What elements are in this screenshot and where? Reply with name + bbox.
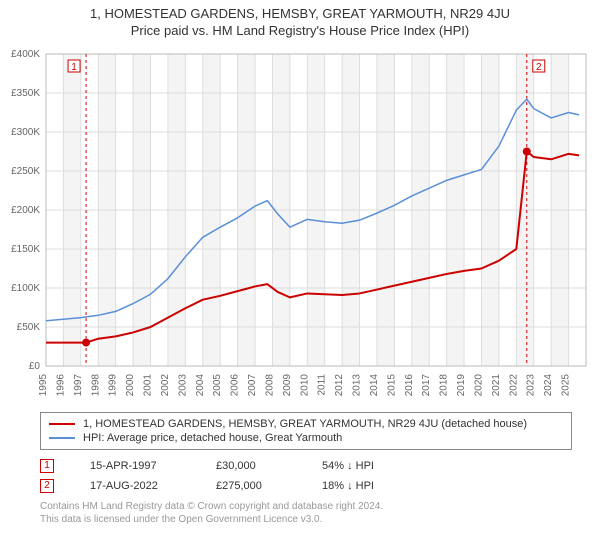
svg-text:2007: 2007 (247, 374, 258, 397)
svg-text:2009: 2009 (282, 374, 293, 397)
svg-text:2005: 2005 (212, 374, 223, 397)
legend-label: 1, HOMESTEAD GARDENS, HEMSBY, GREAT YARM… (83, 418, 527, 430)
svg-text:£0: £0 (29, 361, 41, 372)
svg-text:£150K: £150K (11, 244, 40, 255)
attribution-line2: This data is licensed under the Open Gov… (40, 513, 572, 526)
svg-text:1: 1 (71, 62, 77, 73)
svg-text:2017: 2017 (421, 374, 432, 397)
svg-text:2014: 2014 (369, 374, 380, 397)
chart-title-line1: 1, HOMESTEAD GARDENS, HEMSBY, GREAT YARM… (0, 0, 600, 21)
event-delta: 18% ↓ HPI (322, 480, 412, 492)
svg-text:1997: 1997 (73, 374, 84, 397)
svg-text:2015: 2015 (386, 374, 397, 397)
event-row: 2 17-AUG-2022 £275,000 18% ↓ HPI (40, 476, 572, 496)
chart-title-line2: Price paid vs. HM Land Registry's House … (0, 21, 600, 44)
attribution-text: Contains HM Land Registry data © Crown c… (40, 500, 572, 526)
legend-label: HPI: Average price, detached house, Grea… (83, 432, 342, 444)
event-date: 17-AUG-2022 (90, 480, 180, 492)
legend-swatch (49, 423, 75, 425)
svg-text:2016: 2016 (404, 374, 415, 397)
svg-text:2025: 2025 (561, 374, 572, 397)
svg-text:2003: 2003 (177, 374, 188, 397)
svg-text:2008: 2008 (264, 374, 275, 397)
event-table: 1 15-APR-1997 £30,000 54% ↓ HPI 2 17-AUG-2022… (40, 456, 572, 496)
svg-text:2022: 2022 (508, 374, 519, 397)
svg-text:2012: 2012 (334, 374, 345, 397)
event-marker: 2 (40, 479, 54, 493)
attribution-line1: Contains HM Land Registry data © Crown c… (40, 500, 572, 513)
event-delta: 54% ↓ HPI (322, 460, 412, 472)
svg-text:£100K: £100K (11, 283, 40, 294)
svg-text:2020: 2020 (473, 374, 484, 397)
legend-row: 1, HOMESTEAD GARDENS, HEMSBY, GREAT YARM… (49, 417, 563, 431)
line-chart-svg: £0 £50K £100K £150K £200K £250K £300K £350K £400… (0, 44, 600, 404)
svg-text:2013: 2013 (352, 374, 363, 397)
svg-text:2: 2 (536, 62, 542, 73)
event-date: 15-APR-1997 (90, 460, 180, 472)
chart-container: 1, HOMESTEAD GARDENS, HEMSBY, GREAT YARM… (0, 0, 600, 526)
svg-text:2006: 2006 (230, 374, 241, 397)
svg-text:£350K: £350K (11, 88, 40, 99)
svg-text:1999: 1999 (108, 374, 119, 397)
event-price: £30,000 (216, 460, 286, 472)
svg-text:2024: 2024 (543, 374, 554, 397)
svg-text:2000: 2000 (125, 374, 136, 397)
svg-text:2001: 2001 (143, 374, 154, 397)
event-price: £275,000 (216, 480, 286, 492)
svg-text:2004: 2004 (195, 374, 206, 397)
svg-text:£400K: £400K (11, 49, 40, 60)
chart-plot-area: £0 £50K £100K £150K £200K £250K £300K £350K £400… (0, 44, 600, 404)
svg-text:2021: 2021 (491, 374, 502, 397)
svg-text:2023: 2023 (526, 374, 537, 397)
svg-text:1998: 1998 (90, 374, 101, 397)
legend-swatch (49, 437, 75, 439)
svg-text:£50K: £50K (17, 322, 41, 333)
event-row: 1 15-APR-1997 £30,000 54% ↓ HPI (40, 456, 572, 476)
svg-text:£300K: £300K (11, 127, 40, 138)
svg-text:1996: 1996 (55, 374, 66, 397)
svg-text:£250K: £250K (11, 166, 40, 177)
event-marker: 1 (40, 459, 54, 473)
svg-text:2002: 2002 (160, 374, 171, 397)
svg-text:2010: 2010 (299, 374, 310, 397)
svg-text:1995: 1995 (38, 374, 49, 397)
svg-text:2011: 2011 (317, 374, 328, 396)
svg-text:2018: 2018 (439, 374, 450, 397)
legend-row: HPI: Average price, detached house, Grea… (49, 431, 563, 445)
svg-text:2019: 2019 (456, 374, 467, 397)
svg-text:£200K: £200K (11, 205, 40, 216)
chart-legend: 1, HOMESTEAD GARDENS, HEMSBY, GREAT YARM… (40, 412, 572, 450)
